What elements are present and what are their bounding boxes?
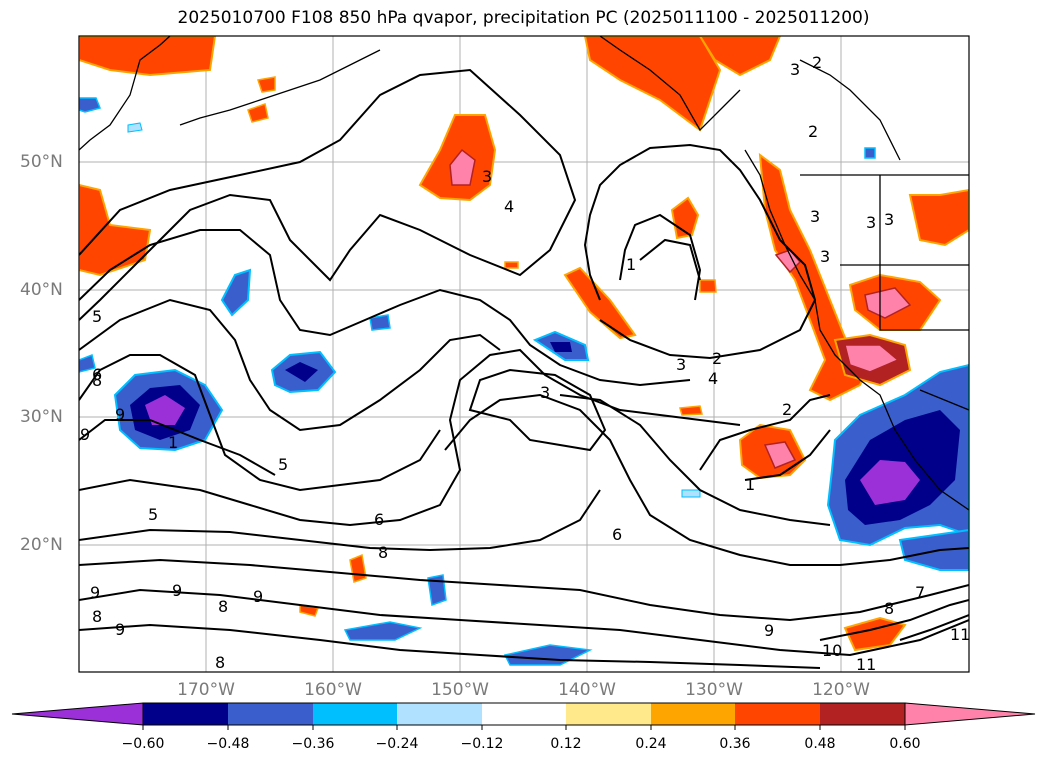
lat-label: 50°N xyxy=(20,152,63,172)
lat-label: 20°N xyxy=(20,535,63,555)
contour-label: 8 xyxy=(378,543,388,562)
colorbar-swatch xyxy=(820,703,905,725)
lat-label: 30°N xyxy=(20,407,63,427)
contour-label: 8 xyxy=(215,653,225,672)
colorbar-swatch xyxy=(397,703,482,725)
contour-label: 3 xyxy=(866,213,876,232)
contour-label: 9 xyxy=(115,620,125,639)
lon-label: 130°W xyxy=(685,680,743,700)
lon-label: 140°W xyxy=(558,680,616,700)
lon-label: 160°W xyxy=(304,680,362,700)
colorbar-tick-label: 0.60 xyxy=(889,736,921,752)
contour-label: 10 xyxy=(822,641,842,660)
colorbar-tick-label: −0.36 xyxy=(291,736,335,752)
colorbar-tick-label: −0.12 xyxy=(460,736,504,752)
contour-label: 3 xyxy=(482,167,492,186)
map-plot-area xyxy=(79,36,969,672)
colorbar-tick-label: −0.60 xyxy=(121,736,165,752)
lat-label: 40°N xyxy=(20,280,63,300)
colorbar-tick-label: 0.24 xyxy=(635,736,667,752)
contour-label: 6 xyxy=(612,525,622,544)
colorbar-swatch xyxy=(482,703,566,725)
lon-label: 170°W xyxy=(177,680,235,700)
contour-label: 8 xyxy=(218,597,228,616)
gridlines xyxy=(79,36,969,672)
contour-label: 9 xyxy=(253,587,263,606)
contour-label: 3 xyxy=(676,355,686,374)
contour-label: 5 xyxy=(278,455,288,474)
colorbar-tick-label: 0.48 xyxy=(804,736,836,752)
colorbar-swatch xyxy=(228,703,313,725)
colorbar-tick-label: −0.24 xyxy=(375,736,419,752)
contour-label: 9 xyxy=(90,583,100,602)
contour-label: 1 xyxy=(626,255,636,274)
contour-label: 8 xyxy=(884,599,894,618)
contour-label-group: 5 6 8 9 9 1 5 5 6 8 9 9 8 9 8 8 9 3 4 3 … xyxy=(80,53,970,674)
contour-label: 8 xyxy=(92,371,102,390)
contour-label: 1 xyxy=(745,475,755,494)
colorbar-tick-label: 0.36 xyxy=(719,736,751,752)
contour-label: 2 xyxy=(712,349,722,368)
colorbar xyxy=(11,702,1036,730)
contour-label: 2 xyxy=(812,53,822,72)
contour-label: 2 xyxy=(782,400,792,419)
contour-label: 3 xyxy=(540,383,550,402)
contour-label: 6 xyxy=(92,365,102,384)
qvapor-contours xyxy=(79,68,969,669)
colorbar-swatch xyxy=(143,703,228,725)
lon-label: 150°W xyxy=(431,680,489,700)
colorbar-swatch xyxy=(651,703,735,725)
colorbar-swatch xyxy=(904,702,1036,726)
contour-label: 3 xyxy=(810,207,820,226)
contour-label: 11 xyxy=(950,625,970,644)
contour-label: 3 xyxy=(820,247,830,266)
colorbar-swatch xyxy=(735,703,820,725)
contour-label: 1 xyxy=(168,433,178,452)
contour-label: 6 xyxy=(374,510,384,529)
contour-label: 4 xyxy=(504,197,514,216)
colorbar-tick-label: −0.48 xyxy=(206,736,250,752)
colorbar-swatch xyxy=(566,703,651,725)
colorbar-tick-label: 0.12 xyxy=(550,736,582,752)
contour-label: 9 xyxy=(764,621,774,640)
contour-label: 4 xyxy=(708,369,718,388)
negative-anomaly-fills xyxy=(79,97,969,666)
contour-label: 5 xyxy=(92,307,102,326)
map-frame xyxy=(78,35,970,673)
contour-label: 9 xyxy=(115,405,125,424)
map-title: 2025010700 F108 850 hPa qvapor, precipit… xyxy=(177,8,870,28)
colorbar-swatch xyxy=(11,702,144,726)
positive-anomaly-fills xyxy=(79,36,969,652)
coastlines xyxy=(79,36,969,511)
contour-label: 3 xyxy=(790,60,800,79)
contour-label: 5 xyxy=(148,505,158,524)
contour-label: 9 xyxy=(172,581,182,600)
contour-label: 8 xyxy=(92,607,102,626)
lon-label: 120°W xyxy=(812,680,870,700)
contour-label: 3 xyxy=(884,210,894,229)
contour-label: 7 xyxy=(915,583,925,602)
contour-label: 9 xyxy=(80,425,90,444)
contour-label: 2 xyxy=(808,122,818,141)
colorbar-swatch xyxy=(313,703,397,725)
contour-label: 11 xyxy=(856,655,876,674)
